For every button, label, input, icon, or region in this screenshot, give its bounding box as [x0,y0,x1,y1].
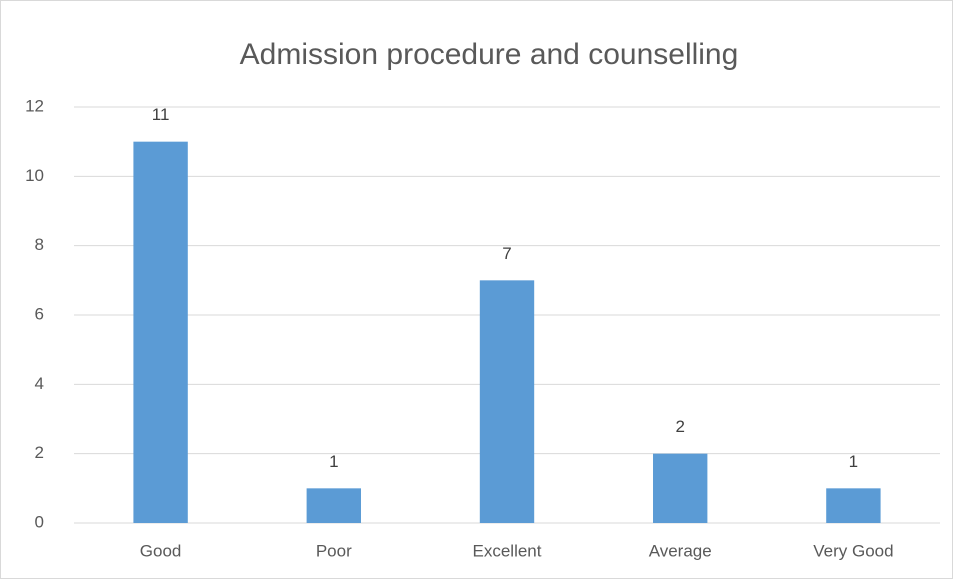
data-label: 2 [675,417,684,436]
y-tick-label: 10 [25,166,44,185]
bar [826,488,881,523]
y-tick-label: 2 [35,443,44,462]
x-tick-label: Excellent [473,541,542,560]
bar [306,488,361,523]
y-tick-label: 0 [35,512,44,531]
x-tick-label: Good [140,541,182,560]
y-tick-label: 4 [35,374,44,393]
data-label: 11 [152,105,170,124]
y-tick-label: 8 [35,235,44,254]
bar [653,453,708,523]
bar [479,280,535,523]
data-label: 7 [502,244,511,263]
chart-title: Admission procedure and counselling [240,38,739,71]
x-tick-label: Poor [316,541,352,560]
y-tick-label: 6 [35,304,44,323]
bar [133,141,188,523]
x-tick-label: Average [649,541,712,560]
data-label: 1 [329,452,338,471]
x-tick-label: Very Good [813,541,893,560]
data-label: 1 [849,452,858,471]
y-tick-label: 12 [25,96,44,115]
